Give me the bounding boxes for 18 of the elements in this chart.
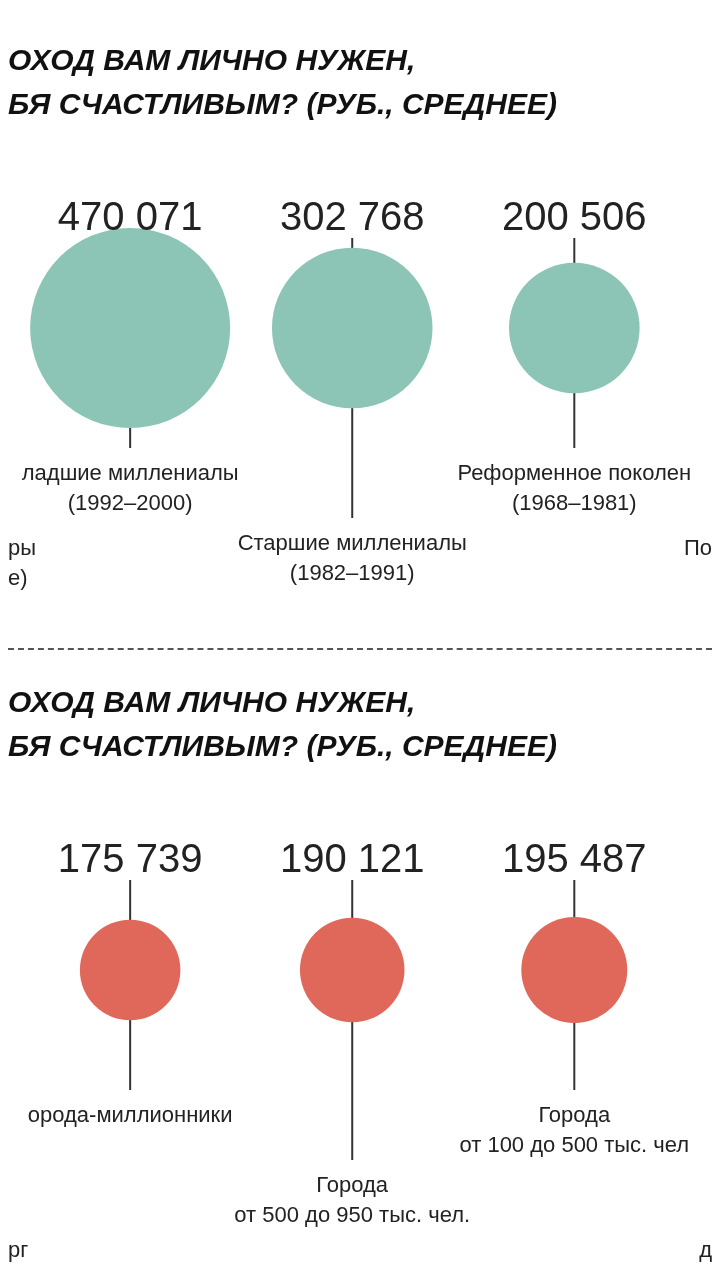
data-label: 190 121 [279,836,425,880]
category-label: орода-миллионники [27,1102,233,1127]
category-label: Реформенное поколен (1968–1981) [457,460,692,515]
text: По [683,534,712,562]
category-label: ладшие миллениалы (1992–2000) [21,460,239,515]
data-label: 175 739 [57,836,203,880]
data-label: 470 071 [57,194,203,238]
data-label: 200 506 [502,194,647,238]
category-label: Города от 100 до 500 тыс. чел [459,1102,690,1157]
data-label: 195 487 [502,836,647,880]
category-label: Города от 500 до 950 тыс. чел. [234,1172,471,1227]
text: д [699,1236,712,1264]
text: ОХОД ВАМ ЛИЧНО НУЖЕН, БЯ СЧАСТЛИВЫМ? (РУБ., СРЕДНЕЕ) [8,42,557,122]
data-label: 302 768 [279,194,425,238]
text: рг [8,1236,29,1264]
category-label: Старшие миллениалы (1982–1991) [237,530,467,585]
text: ры е) [8,534,37,592]
text: ОХОД ВАМ ЛИЧНО НУЖЕН, БЯ СЧАСТЛИВЫМ? (РУБ., СРЕДНЕЕ) [8,684,557,764]
